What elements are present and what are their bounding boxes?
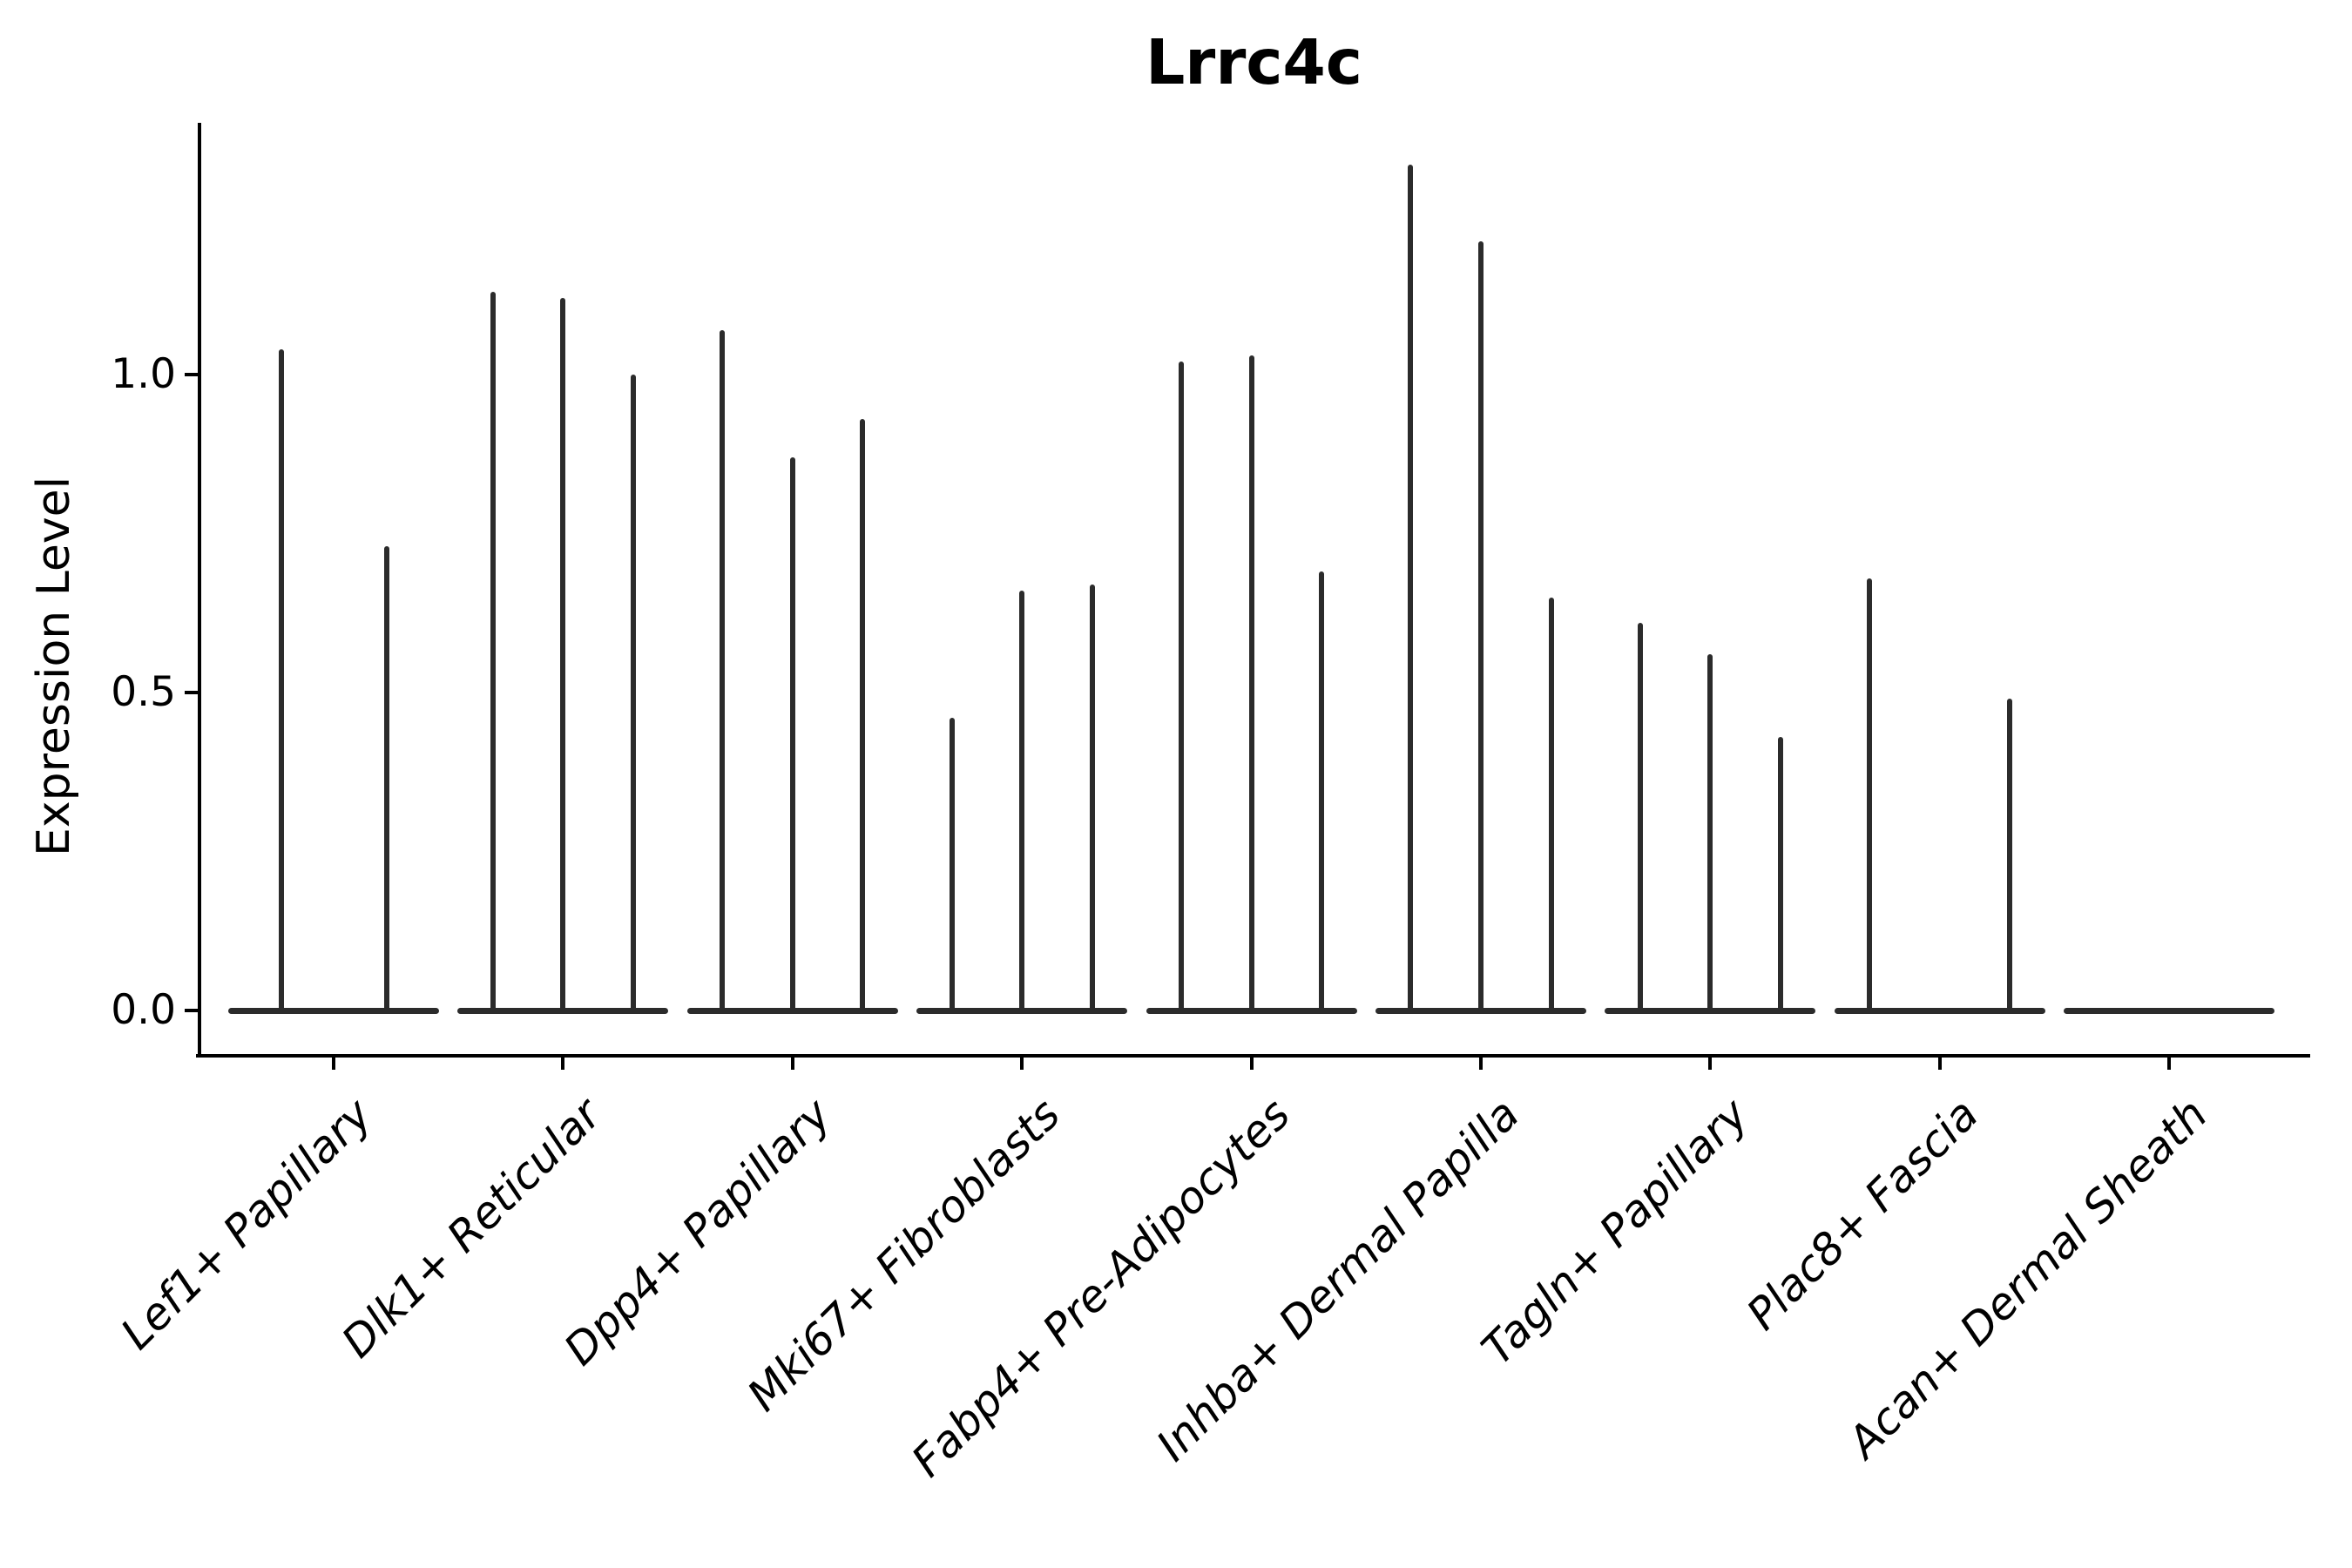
violin-baseline <box>1834 1007 2045 1014</box>
y-tick-label: 0.0 <box>111 986 176 1034</box>
x-tick-label: Dpp4+ Papillary <box>554 1089 841 1375</box>
plot-title: Lrrc4c <box>1146 26 1362 98</box>
violin-spike <box>1707 654 1713 1010</box>
violin-spike <box>1089 584 1095 1010</box>
y-tick-label: 0.5 <box>111 668 176 716</box>
violin-baseline <box>1375 1007 1586 1014</box>
violin-spike <box>1248 355 1254 1010</box>
x-tick-mark <box>1937 1056 1942 1070</box>
violin-spike <box>1319 571 1325 1010</box>
violin-spike <box>1548 597 1554 1010</box>
y-tick-label: 1.0 <box>111 350 176 398</box>
violin-spike <box>2007 699 2013 1010</box>
violin-spike <box>560 298 566 1010</box>
violin-spike <box>383 546 389 1010</box>
violin-spike <box>949 718 955 1010</box>
violin-spike <box>1408 165 1414 1010</box>
violin-baseline <box>1605 1007 1816 1014</box>
violin-spike <box>1778 737 1784 1010</box>
x-tick-mark <box>790 1056 794 1070</box>
violin-spike <box>1178 362 1184 1010</box>
y-tick-mark <box>185 1009 198 1012</box>
violin-spike <box>631 375 637 1010</box>
violin-spike <box>1019 591 1025 1010</box>
x-tick-label: Mki67+ Fibroblasts <box>738 1089 1071 1422</box>
violin-baseline <box>228 1007 439 1014</box>
x-tick-label: Acan+ Dermal Sheath <box>1838 1089 2218 1468</box>
x-tick-mark <box>1249 1056 1254 1070</box>
violin-spike <box>1867 578 1873 1010</box>
violin-spike <box>490 292 496 1010</box>
y-tick-mark <box>185 373 198 376</box>
violin-spike <box>860 419 866 1010</box>
violin-baseline <box>916 1007 1128 1014</box>
y-axis-line <box>198 123 201 1058</box>
violin-baseline <box>457 1007 669 1014</box>
y-tick-mark <box>185 691 198 694</box>
violin-spike <box>720 329 726 1010</box>
x-tick-mark <box>1479 1056 1483 1070</box>
violin-baseline <box>2064 1007 2275 1014</box>
x-tick-label: Dlk1+ Reticular <box>332 1089 612 1368</box>
x-tick-mark <box>332 1056 335 1070</box>
x-tick-label: Fabp4+ Pre-Adipocytes <box>902 1089 1300 1487</box>
violin-baseline <box>1146 1007 1357 1014</box>
violin-spike <box>789 456 795 1010</box>
y-axis-label: Expression Level <box>28 476 80 857</box>
x-tick-label: Tagln+ Papillary <box>1472 1089 1759 1375</box>
x-tick-mark <box>1020 1056 1024 1070</box>
x-tick-label: Plac8+ Fascia <box>1736 1089 1988 1340</box>
x-tick-label: Inhba+ Dermal Papilla <box>1146 1089 1530 1471</box>
x-tick-mark <box>2167 1056 2172 1070</box>
violin-spike <box>1637 622 1643 1010</box>
x-tick-mark <box>561 1056 565 1070</box>
violin-baseline <box>686 1007 898 1014</box>
x-tick-mark <box>1708 1056 1713 1070</box>
violin-spike <box>278 348 284 1010</box>
violin-spike <box>1478 240 1484 1010</box>
